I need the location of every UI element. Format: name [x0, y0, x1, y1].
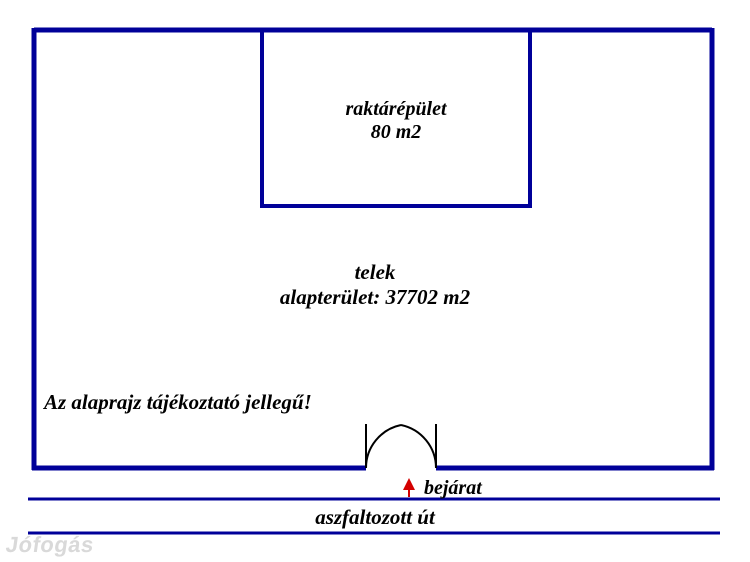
entrance-label: bejárat: [424, 477, 482, 500]
door-symbol: [366, 424, 436, 468]
road-label: aszfaltozott út: [0, 505, 750, 530]
floor-plan-diagram: raktárépület 80 m2 telek alapterület: 37…: [0, 0, 750, 562]
building-label-line2: 80 m2: [262, 121, 530, 144]
plot-label-line1: telek: [180, 260, 570, 285]
disclaimer-label: Az alaprajz tájékoztató jellegű!: [44, 390, 312, 415]
plot-label-line2: alapterület: 37702 m2: [180, 285, 570, 310]
entrance-arrow-icon: [403, 478, 415, 497]
building-label-line1: raktárépület: [262, 98, 530, 121]
watermark-logo: Jófogás: [4, 532, 96, 558]
plot-label: telek alapterület: 37702 m2: [180, 260, 570, 310]
building-label: raktárépület 80 m2: [262, 98, 530, 144]
